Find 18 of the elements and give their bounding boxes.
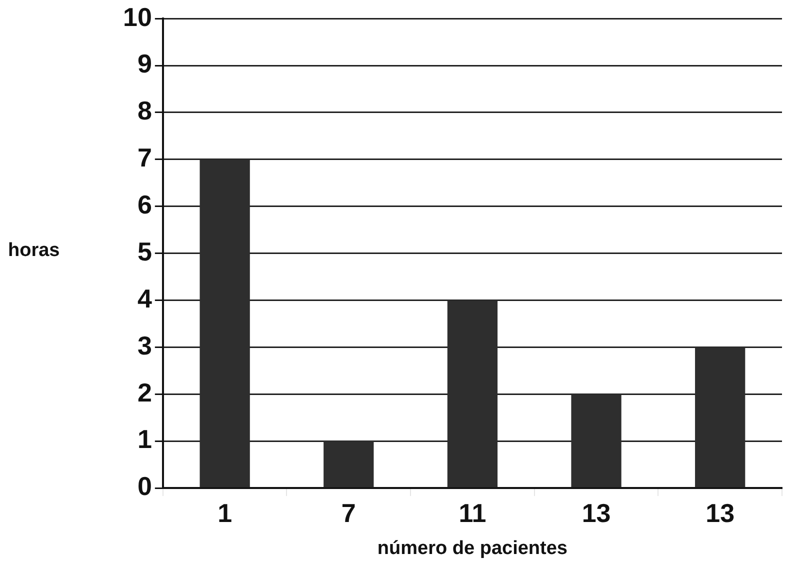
y-tick-label: 6 bbox=[137, 190, 152, 220]
y-tick-label: 0 bbox=[137, 471, 152, 502]
y-tick-label: 1 bbox=[137, 424, 152, 454]
y-tick-label: 10 bbox=[123, 2, 152, 32]
x-tick-label: 1 bbox=[218, 498, 232, 528]
x-axis-title: número de pacientes bbox=[377, 538, 568, 559]
y-tick-label: 2 bbox=[137, 377, 152, 408]
y-tick-label: 5 bbox=[137, 236, 152, 266]
y-tick-label: 8 bbox=[137, 96, 152, 126]
x-tick-label: 11 bbox=[458, 498, 486, 528]
x-tick-label: 7 bbox=[341, 498, 356, 528]
y-tick-label: 3 bbox=[137, 330, 152, 360]
y-axis-title: horas bbox=[8, 240, 60, 262]
y-tick-label: 7 bbox=[137, 142, 152, 173]
x-tick-label: 13 bbox=[706, 498, 735, 528]
y-tick-label: 9 bbox=[137, 48, 152, 79]
y-tick-label: 4 bbox=[137, 283, 152, 314]
x-tick-label: 13 bbox=[582, 498, 611, 528]
